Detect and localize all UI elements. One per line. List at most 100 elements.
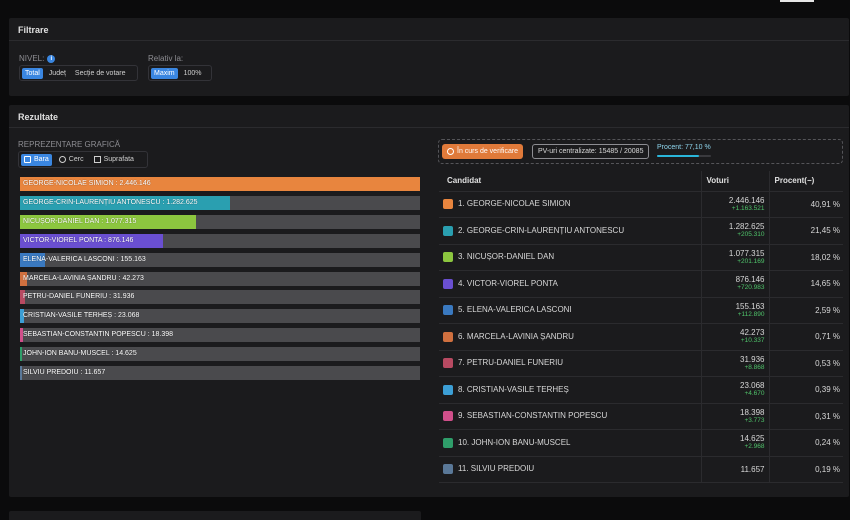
chart-type-area[interactable]: Suprafata — [91, 154, 137, 166]
nivel-segmented-control: Total Județ Secție de votare — [19, 65, 138, 81]
bar-label: MARCELA-LAVINIA ȘANDRU : 42.273 — [23, 274, 144, 282]
bar-row[interactable]: SILVIU PREDOIU : 11.657 — [20, 366, 420, 380]
bar-row[interactable]: VICTOR-VIOREL PONTA : 876.146 — [20, 233, 420, 248]
nivel-option-total[interactable]: Total — [22, 67, 43, 79]
table-row[interactable]: 9. SEBASTIAN-CONSTANTIN POPESCU 18.398 +3.… — [439, 403, 843, 430]
filter-panel: Filtrare NIVEL: i Total Județ Secție de … — [9, 18, 849, 96]
bar-label: SILVIU PREDOIU : 11.657 — [23, 369, 106, 376]
candidate-rank: 3. — [458, 252, 465, 262]
bar-label: PETRU-DANIEL FUNERIU : 31.936 — [23, 293, 135, 301]
filter-panel-title: Filtrare — [9, 18, 849, 41]
candidate-rank: 4. — [458, 278, 465, 288]
candidate-cell: 2. GEORGE-CRIN-LAURENȚIU ANTONESCU — [439, 217, 701, 245]
table-row[interactable]: 6. MARCELA-LAVINIA ȘANDRU 42.273 +10.337 0,… — [439, 323, 843, 351]
candidate-cell: 11. SILVIU PREDOIU — [439, 456, 701, 483]
candidate-name: CRISTIAN-VASILE TERHEȘ — [466, 384, 569, 394]
color-swatch — [443, 305, 453, 316]
bar-chart-icon — [24, 156, 31, 163]
color-swatch — [443, 411, 453, 422]
header-percent[interactable]: Procent(−) — [768, 171, 843, 192]
nivel-option-sectie[interactable]: Secție de votare — [74, 69, 126, 77]
candidate-rank: 2. — [458, 225, 465, 235]
bar-fill — [20, 177, 420, 191]
percent-cell: 0,24 % — [768, 429, 843, 457]
votes-delta: +8.868 — [744, 363, 765, 371]
chart-type-toggle: Bara Cerc Suprafata — [18, 151, 148, 168]
candidate-rank: 10. — [458, 437, 470, 447]
votes-cell: 1.077.315 +201.169 — [700, 244, 769, 271]
table-row[interactable]: 11. SILVIU PREDOIU 11.657 0,19 % — [439, 456, 843, 483]
percent-cell: 14,65 % — [768, 270, 843, 298]
votes-cell: 23.068 +4.670 — [700, 376, 769, 404]
table-row[interactable]: 4. VICTOR-VIOREL PONTA 876.146 +720.983 14,… — [439, 270, 843, 298]
table-row[interactable]: 3. NICUȘOR-DANIEL DAN 1.077.315 +201.169 18… — [439, 244, 843, 271]
color-swatch — [443, 199, 453, 210]
results-table: Candidat Voturi Procent(−) 1. GEORGE-NIC… — [439, 171, 843, 483]
bar-label: ELENA-VALERICA LASCONI : 155.163 — [23, 255, 146, 263]
candidate-cell: 5. ELENA-VALERICA LASCONI — [439, 297, 701, 324]
bar-label: VICTOR-VIOREL PONTA : 876.146 — [23, 236, 134, 244]
procent-track — [657, 155, 711, 157]
table-row[interactable]: 8. CRISTIAN-VASILE TERHEȘ 23.068 +4.670 0,3… — [439, 376, 843, 404]
candidate-rank: 1. — [458, 199, 465, 209]
votes-delta: +205.310 — [737, 231, 765, 239]
procent-progress: Procent: 77,10 % — [657, 144, 715, 160]
candidate-name: GEORGE-CRIN-LAURENȚIU ANTONESCU — [466, 225, 625, 235]
bar-fill — [20, 309, 24, 324]
votes-cell: 155.163 +112.890 — [700, 297, 769, 324]
clock-icon — [447, 148, 454, 155]
candidate-name: PETRU-DANIEL FUNERIU — [466, 358, 564, 368]
candidate-rank: 11. — [458, 464, 469, 474]
status-bar: În curs de verificare PV-uri centralizat… — [438, 139, 843, 164]
bar-row[interactable]: GEORGE-CRIN-LAURENȚIU ANTONESCU : 1.282.… — [20, 195, 420, 210]
votes-cell: 1.282.625 +205.310 — [700, 217, 769, 245]
votes-cell: 2.446.146 +1.163.521 — [700, 191, 769, 218]
info-icon[interactable]: i — [47, 54, 56, 63]
verification-status-badge: În curs de verificare — [442, 144, 524, 159]
bar-row[interactable]: SEBASTIAN-CONSTANTIN POPESCU : 18.398 — [20, 328, 420, 343]
relativ-option-100[interactable]: 100% — [183, 69, 202, 77]
bar-row[interactable]: ELENA-VALERICA LASCONI : 155.163 — [20, 252, 420, 267]
bar-row[interactable]: JOHN-ION BANU-MUSCEL : 14.625 — [20, 347, 420, 362]
nivel-label: NIVEL: — [19, 54, 45, 63]
votes-delta: +1.163.521 — [731, 204, 765, 212]
bar-row[interactable]: CRISTIAN-VASILE TERHEȘ : 23.068 — [20, 309, 420, 324]
relativ-option-maxim[interactable]: Maxim — [151, 67, 178, 79]
candidate-name: NICUȘOR-DANIEL DAN — [466, 252, 555, 262]
color-swatch — [443, 384, 453, 395]
candidate-cell: 3. NICUȘOR-DANIEL DAN — [439, 244, 701, 271]
votes-cell: 42.273 +10.337 — [700, 323, 769, 351]
table-row[interactable]: 5. ELENA-VALERICA LASCONI 155.163 +112.890… — [439, 297, 843, 324]
bar-label: CRISTIAN-VASILE TERHEȘ : 23.068 — [23, 312, 140, 320]
table-row[interactable]: 2. GEORGE-CRIN-LAURENȚIU ANTONESCU 1.282.… — [439, 217, 843, 245]
percent-cell: 21,45 % — [768, 217, 843, 245]
table-header-row: Candidat Voturi Procent(−) — [439, 171, 843, 192]
votes-value: 1.077.315 — [728, 248, 765, 258]
bar-row[interactable]: NICUȘOR-DANIEL DAN : 1.077.315 — [20, 214, 420, 229]
results-panel: Rezultate REPREZENTARE GRAFICĂ Bara Cerc… — [9, 105, 849, 497]
bar-row[interactable]: GEORGE-NICOLAE SIMION : 2.446.146 — [20, 177, 420, 191]
bar-row[interactable]: MARCELA-LAVINIA ȘANDRU : 42.273 — [20, 271, 420, 286]
votes-cell: 11.657 — [700, 456, 769, 483]
votes-delta: +2.968 — [744, 443, 765, 451]
bar-fill — [20, 328, 23, 343]
percent-cell: 0,53 % — [768, 350, 843, 377]
candidate-name: GEORGE-NICOLAE SIMION — [466, 199, 571, 209]
nivel-option-judet[interactable]: Județ — [48, 69, 66, 77]
nivel-filter: NIVEL: i Total Județ Secție de votare — [19, 54, 138, 81]
candidate-cell: 8. CRISTIAN-VASILE TERHEȘ — [439, 376, 701, 404]
bar-fill — [20, 195, 230, 210]
bar-label: GEORGE-CRIN-LAURENȚIU ANTONESCU : 1.282.… — [23, 198, 198, 206]
chart-type-pie[interactable]: Cerc — [56, 154, 87, 166]
chart-type-bar[interactable]: Bara — [21, 153, 52, 166]
bar-fill — [20, 252, 46, 267]
votes-delta: +201.169 — [737, 257, 765, 265]
procent-label: Procent: 77,10 % — [657, 144, 711, 151]
color-swatch — [443, 358, 453, 369]
table-row[interactable]: 1. GEORGE-NICOLAE SIMION 2.446.146 +1.163.… — [439, 191, 843, 218]
header-candidate: Candidat — [439, 171, 701, 192]
votes-delta: +10.337 — [740, 337, 765, 345]
table-row[interactable]: 10. JOHN-ION BANU-MUSCEL 14.625 +2.968 0,24… — [439, 429, 843, 457]
table-row[interactable]: 7. PETRU-DANIEL FUNERIU 31.936 +8.868 0,53 … — [439, 350, 843, 377]
bar-row[interactable]: PETRU-DANIEL FUNERIU : 31.936 — [20, 290, 420, 305]
